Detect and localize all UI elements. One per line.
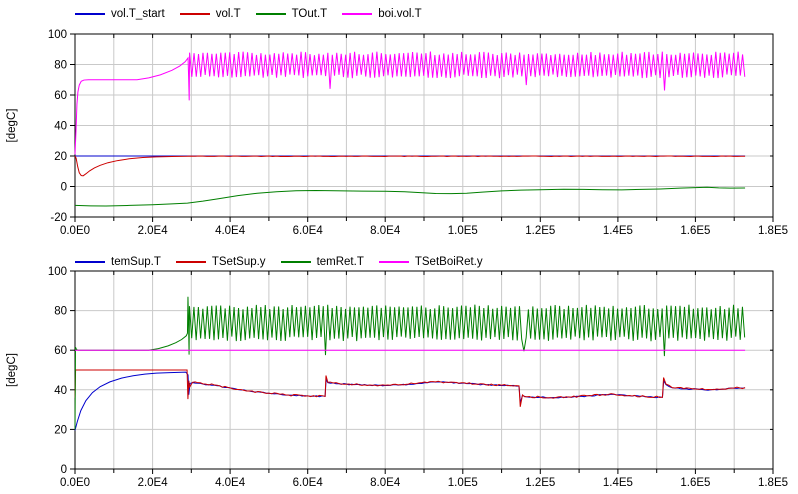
legend-line-temret-t (280, 261, 311, 263)
y-tick-label: 100 (48, 266, 67, 278)
x-tick-label: 1.2E5 (525, 477, 555, 489)
x-tick-label: 1.4E5 (603, 225, 633, 237)
x-tick-label: 2.0E4 (138, 477, 169, 489)
y-tick-label: 60 (54, 90, 67, 102)
x-tick-label: 1.6E5 (680, 477, 710, 489)
y-tick-label: 40 (54, 121, 67, 133)
legend-item-vol-t[interactable]: vol.T (179, 7, 241, 21)
legend-item-temret-t[interactable]: temRet.T (280, 255, 364, 269)
legend-item-tsetboiret-y[interactable]: TSetBoiRet.y (378, 255, 483, 269)
x-tick-label: 8.0E4 (370, 225, 401, 237)
x-tick-label: 1.8E5 (758, 477, 788, 489)
legend-label-tsetboiret-y: TSetBoiRet.y (414, 256, 483, 268)
legend-label-temret-t: temRet.T (316, 256, 364, 268)
y-tick-label: 40 (54, 385, 67, 397)
legend-label-tsetsup-y: TSetSup.y (211, 256, 266, 268)
legend-line-tsetboiret-y (378, 261, 409, 263)
legend-bottom-chart: temSup.T TSetSup.y temRet.T TSetBoiRet.y (75, 255, 483, 269)
x-tick-label: 1.0E5 (448, 225, 478, 237)
legend-label-temsup-t: temSup.T (111, 256, 161, 268)
x-tick-label: 1.8E5 (758, 225, 788, 237)
legend-item-tout-t[interactable]: TOut.T (255, 7, 328, 21)
legend-line-temsup-t (75, 261, 105, 263)
y-axis-label: [degC] (6, 353, 18, 387)
x-tick-label: 1.6E5 (680, 225, 710, 237)
legend-line-boi-vol-t (342, 13, 373, 15)
plot-border (74, 33, 774, 218)
x-tick-label: 6.0E4 (293, 477, 324, 489)
y-tick-label: 20 (54, 424, 67, 436)
legend-line-vol-t-start (75, 13, 105, 15)
y-axis-label: [degC] (6, 109, 18, 143)
plot-area-bottom[interactable] (75, 271, 773, 469)
x-tick-label: 1.4E5 (603, 477, 633, 489)
y-tick-label: 0 (61, 182, 67, 194)
legend-line-vol-t (179, 13, 210, 15)
legend-line-tsetsup-y (175, 261, 206, 263)
x-tick-label: 0.0E0 (60, 225, 90, 237)
y-tick-label: 100 (48, 29, 67, 41)
y-tick-label: 80 (54, 60, 67, 72)
legend-item-tsetsup-y[interactable]: TSetSup.y (175, 255, 266, 269)
legend-label-vol-t: vol.T (215, 8, 241, 20)
legend-item-temsup-t[interactable]: temSup.T (75, 255, 161, 269)
x-tick-label: 8.0E4 (370, 477, 401, 489)
x-tick-label: 1.2E5 (525, 225, 555, 237)
series-temret-t (74, 296, 746, 430)
series-tout-t (74, 186, 746, 207)
series-boi-vol-t (74, 51, 746, 155)
plot-area-top[interactable] (75, 34, 773, 217)
x-tick-label: 4.0E4 (215, 225, 246, 237)
x-tick-label: 6.0E4 (293, 225, 324, 237)
y-tick-label: 20 (54, 151, 67, 163)
legend-label-boi-vol-t: boi.vol.T (378, 8, 422, 20)
series-tsetsup-y (74, 369, 746, 407)
y-tick-label: 0 (61, 464, 67, 476)
series-vol-t (74, 155, 746, 177)
y-tick-label: -20 (50, 212, 67, 224)
y-tick-label: 80 (54, 306, 67, 318)
legend-item-boi-vol-t[interactable]: boi.vol.T (342, 7, 422, 21)
legend-item-vol-t-start[interactable]: vol.T_start (75, 7, 165, 21)
legend-top-chart: vol.T_start vol.T TOut.T boi.vol.T (75, 7, 422, 21)
x-tick-label: 2.0E4 (138, 225, 169, 237)
x-tick-label: 0.0E0 (60, 477, 90, 489)
x-tick-label: 1.0E5 (448, 477, 478, 489)
legend-label-vol-t-start: vol.T_start (111, 8, 165, 20)
legend-line-tout-t (255, 13, 286, 15)
legend-label-tout-t: TOut.T (291, 8, 328, 20)
y-tick-label: 60 (54, 345, 67, 357)
x-tick-label: 4.0E4 (215, 477, 246, 489)
